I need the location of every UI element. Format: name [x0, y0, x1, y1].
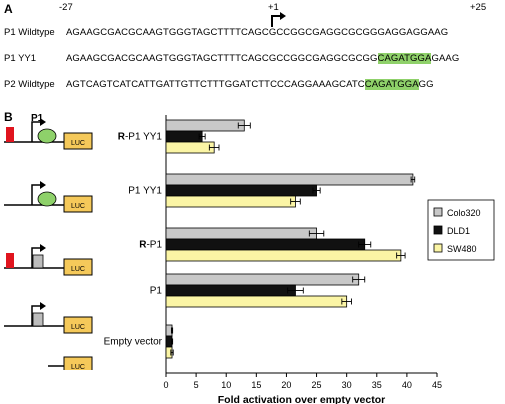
category-label: R-P1 YY1: [118, 132, 163, 143]
red-element: [6, 127, 14, 142]
red-element: [6, 253, 14, 268]
yy1-site-highlight: CAGATGGA: [364, 79, 419, 90]
x-axis-label: Fold activation over empty vector: [218, 394, 385, 404]
luc-label: LUC: [71, 364, 85, 370]
construct-1: LUC: [4, 181, 93, 213]
bar-sw480: [165, 195, 296, 208]
x-tick-label: 30: [342, 380, 352, 390]
category-label: P1 YY1: [128, 186, 162, 197]
seq-text-pre: AGTCAGTCATCATTGATTGTTCTTTGGATCTTCCCAGGAA…: [66, 79, 365, 90]
construct-0: LUC: [4, 118, 93, 150]
category-label-rest: -P1 YY1: [125, 132, 162, 143]
seq-label: P2 Wildtype: [4, 79, 55, 90]
bar-colo320: [165, 119, 245, 132]
category-label-rest: P1 YY1: [128, 186, 162, 197]
luc-box: [63, 132, 93, 150]
seq-label: P1 YY1: [4, 53, 37, 64]
seq-row-p2-wildtype: P2 Wildtype AGTCAGTCATCATTGATTGTTCTTTGGAT…: [4, 79, 434, 90]
category-label-bold: R: [139, 240, 147, 251]
bar-colo320: [165, 173, 414, 186]
legend-label: SW480: [447, 244, 477, 254]
category-label-rest: P1: [150, 286, 163, 297]
legend-swatch: [433, 207, 443, 217]
bar-dld1: [165, 284, 296, 297]
category-label: P1: [150, 286, 163, 297]
luc-label: LUC: [71, 266, 85, 273]
bar-dld1: [165, 130, 203, 143]
construct-diagrams: LUC LUC LUC LUC LUC: [4, 118, 93, 370]
bar-colo320: [165, 273, 360, 286]
luc-label: LUC: [71, 140, 85, 147]
seq-text: AGAAGCGACGCAAGTGGGTAGCTTTTCAGCGCCGGCGAGG…: [66, 27, 449, 38]
category-label-rest: -P1: [146, 240, 162, 251]
promoter-arrowhead-icon: [40, 244, 46, 252]
seq-row-p1-wildtype: P1 Wildtype AGAAGCGACGCAAGTGGGTAGCTTTTCAG…: [4, 27, 448, 38]
yy1-site-icon: [37, 191, 57, 207]
luc-label: LUC: [71, 324, 85, 331]
bar-dld1: [165, 238, 366, 251]
bar-sw480: [165, 141, 215, 154]
promoter-box: [32, 312, 44, 327]
x-tick-label: 40: [402, 380, 412, 390]
luc-box: [63, 258, 93, 276]
category-label-rest: Empty vector: [104, 337, 163, 348]
x-tick-label: 35: [372, 380, 382, 390]
construct-2: LUC: [4, 244, 93, 276]
legend-label: DLD1: [447, 226, 470, 236]
bar-sw480: [165, 249, 402, 262]
position-plus-25: +25: [470, 2, 487, 13]
promoter-arrow-icon: [31, 184, 42, 205]
position-minus-27: -27: [59, 2, 73, 13]
seq-row-p1-yy1: P1 YY1 AGAAGCGACGCAAGTGGGTAGCTTTTCAGCGCCG…: [4, 53, 459, 64]
seq-text-post: GG: [418, 79, 434, 90]
seq-text-post: GAAG: [431, 53, 460, 64]
legend-swatch: [433, 243, 443, 253]
construct-4: LUC: [48, 356, 93, 370]
promoter-arrowhead-icon: [40, 118, 46, 126]
x-tick-label: 25: [312, 380, 322, 390]
promoter-arrow-icon: [31, 305, 42, 326]
legend: Colo320 DLD1 SW480: [427, 199, 495, 261]
promoter-arrow-icon: [31, 121, 42, 142]
x-tick-label: 10: [221, 380, 231, 390]
promoter-arrowhead-icon: [40, 181, 46, 189]
luc-box: [63, 356, 93, 370]
bar-sw480: [165, 295, 348, 308]
x-tick-label: 0: [163, 380, 168, 390]
seq-text-pre: AGAAGCGACGCAAGTGGGTAGCTTTTCAGCGCCGGCGAGG…: [66, 53, 378, 64]
x-tick-label: 20: [281, 380, 291, 390]
luc-box: [63, 316, 93, 334]
position-plus-1: +1: [268, 2, 279, 13]
yy1-site-icon: [37, 128, 57, 144]
x-tick-label: 15: [251, 380, 261, 390]
promoter-arrowhead-icon: [40, 302, 46, 310]
construct-3: LUC: [4, 302, 93, 334]
panel-a-letter: A: [4, 2, 13, 16]
promoter-arrow-icon: [31, 247, 42, 268]
category-label: R-P1: [139, 240, 162, 251]
bar-dld1: [165, 184, 317, 197]
yy1-site-highlight: CAGATGGA: [377, 53, 432, 64]
panel-b-letter: B: [4, 110, 13, 124]
bar-chart: 0 5 10 15 20 25 30 35 40 45 Fold activation over e…: [104, 115, 495, 404]
transcription-start-arrow-icon: [271, 12, 286, 27]
luc-box: [63, 195, 93, 213]
bar-colo320: [165, 227, 317, 240]
promoter-box: [32, 254, 44, 269]
x-tick-label: 5: [194, 380, 199, 390]
p1-promoter-label: P1: [31, 113, 44, 124]
legend-swatch: [433, 225, 443, 235]
luc-label: LUC: [71, 203, 85, 210]
seq-label: P1 Wildtype: [4, 27, 55, 38]
legend-label: Colo320: [447, 208, 481, 218]
x-tick-label: 45: [432, 380, 442, 390]
category-label-bold: R: [118, 132, 126, 143]
category-label: Empty vector: [104, 337, 163, 348]
